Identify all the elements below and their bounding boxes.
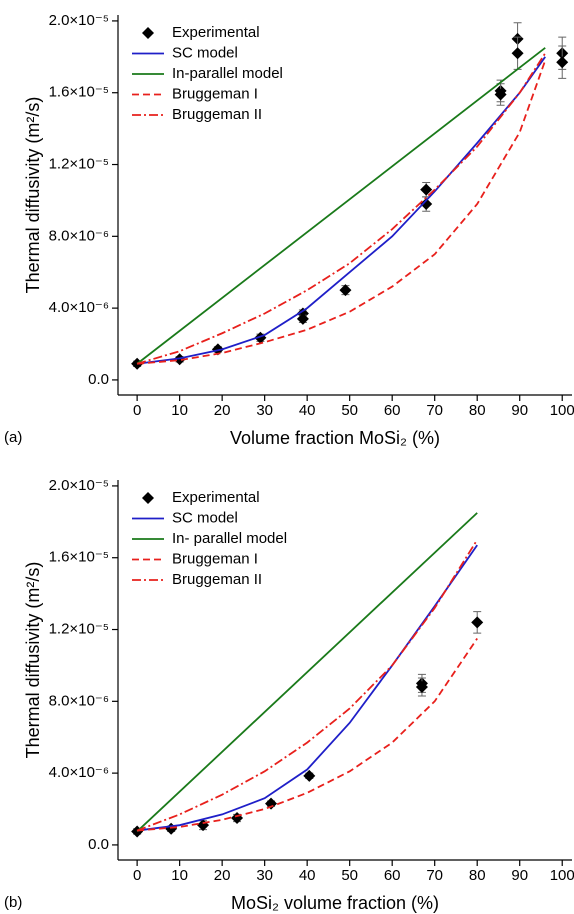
y-tick-label: 1.2×10⁻⁵	[49, 155, 109, 172]
legend-label: Bruggeman I	[172, 550, 258, 567]
legend-label: In-parallel model	[172, 65, 283, 82]
legend-label: SC model	[172, 44, 238, 61]
x-tick-label: 0	[133, 867, 141, 884]
data-point	[511, 47, 524, 60]
y-tick-label: 8.0×10⁻⁶	[49, 227, 109, 244]
data-point	[165, 822, 178, 835]
x-axis-title: MoSi₂ volume fraction (%)	[231, 893, 439, 913]
y-tick-label: 0.0	[88, 371, 109, 388]
data-point	[296, 312, 309, 325]
data-point	[303, 769, 316, 782]
x-tick-label: 80	[469, 402, 486, 419]
legend-label: Experimental	[172, 489, 260, 506]
data-point	[415, 680, 428, 693]
legend-symbol	[142, 492, 154, 504]
data-point	[420, 183, 433, 196]
legend-label: Bruggeman II	[172, 106, 262, 123]
x-tick-label: 50	[341, 867, 358, 884]
x-tick-label: 80	[469, 867, 486, 884]
x-tick-label: 0	[133, 402, 141, 419]
panel-label: (b)	[4, 894, 22, 911]
x-tick-label: 60	[384, 867, 401, 884]
y-tick-label: 2.0×10⁻⁵	[49, 477, 109, 494]
y-tick-label: 2.0×10⁻⁵	[49, 12, 109, 29]
x-tick-label: 50	[341, 402, 358, 419]
panel-label: (a)	[4, 429, 22, 446]
y-tick-label: 8.0×10⁻⁶	[49, 692, 109, 709]
x-tick-label: 90	[511, 402, 528, 419]
data-point	[265, 797, 278, 810]
x-tick-label: 20	[214, 402, 231, 419]
x-tick-label: 10	[171, 402, 188, 419]
x-tick-label: 100	[550, 402, 574, 419]
legend-label: Experimental	[172, 24, 260, 41]
data-point	[339, 284, 352, 297]
data-point	[556, 56, 569, 69]
legend-label: Bruggeman II	[172, 571, 262, 588]
x-tick-label: 40	[299, 867, 316, 884]
legend-label: Bruggeman I	[172, 85, 258, 102]
y-tick-label: 4.0×10⁻⁶	[49, 299, 109, 316]
legend-label: In- parallel model	[172, 530, 287, 547]
model-line	[136, 52, 546, 365]
data-point	[420, 198, 433, 211]
x-tick-label: 90	[511, 867, 528, 884]
model-line	[136, 47, 546, 365]
model-line	[137, 637, 478, 832]
x-tick-label: 20	[214, 867, 231, 884]
y-tick-label: 4.0×10⁻⁶	[49, 764, 109, 781]
y-tick-label: 1.6×10⁻⁵	[49, 549, 109, 566]
data-point	[471, 616, 484, 629]
x-tick-label: 40	[299, 402, 316, 419]
y-axis-title: Thermal diffusivity (m²/s)	[23, 97, 43, 294]
y-tick-label: 0.0	[88, 836, 109, 853]
legend-symbol	[142, 27, 154, 39]
model-line	[136, 512, 478, 833]
y-tick-label: 1.2×10⁻⁵	[49, 620, 109, 637]
model-line	[137, 56, 546, 365]
x-tick-label: 10	[171, 867, 188, 884]
x-tick-label: 100	[550, 867, 574, 884]
data-point	[494, 88, 507, 101]
x-tick-label: 70	[426, 867, 443, 884]
model-line	[137, 544, 478, 832]
x-tick-label: 70	[426, 402, 443, 419]
x-tick-label: 30	[256, 402, 273, 419]
data-point	[231, 811, 244, 824]
model-line	[137, 60, 547, 365]
legend-label: SC model	[172, 509, 238, 526]
x-tick-label: 30	[256, 867, 273, 884]
model-line	[136, 539, 478, 832]
y-axis-title: Thermal diffusivity (m²/s)	[23, 562, 43, 759]
y-tick-label: 1.6×10⁻⁵	[49, 84, 109, 101]
x-tick-label: 60	[384, 402, 401, 419]
x-axis-title: Volume fraction MoSi₂ (%)	[230, 428, 440, 448]
